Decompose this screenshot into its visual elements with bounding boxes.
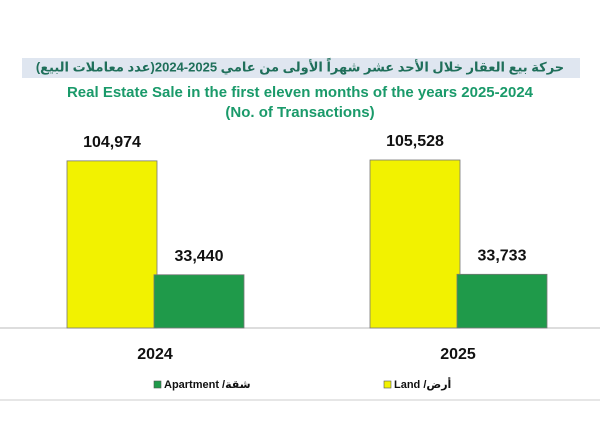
bar: [153, 274, 245, 329]
value-label: 33,733: [478, 248, 527, 265]
x-tick-label: 2024: [137, 346, 173, 363]
legend-swatch: [153, 380, 162, 389]
x-tick-label: 2025: [440, 346, 476, 363]
legend-label: Apartment /شقة: [164, 379, 251, 391]
value-label: 33,440: [175, 248, 224, 265]
chart-title: Real Estate Sale in the first eleven mon…: [67, 84, 534, 101]
value-label: 104,974: [83, 134, 141, 151]
bar: [66, 160, 158, 329]
chart-subtitle: (No. of Transactions): [225, 104, 374, 121]
chart-title-ar: حركة بيع العقار خلال الأحد عشر شهراً الأ…: [36, 58, 564, 75]
legend-swatch: [383, 380, 392, 389]
legend-label: Land /أرض: [394, 377, 451, 391]
title-highlight: [22, 58, 580, 78]
bar: [369, 159, 461, 329]
bar: [456, 273, 548, 329]
value-label: 105,528: [386, 133, 444, 150]
